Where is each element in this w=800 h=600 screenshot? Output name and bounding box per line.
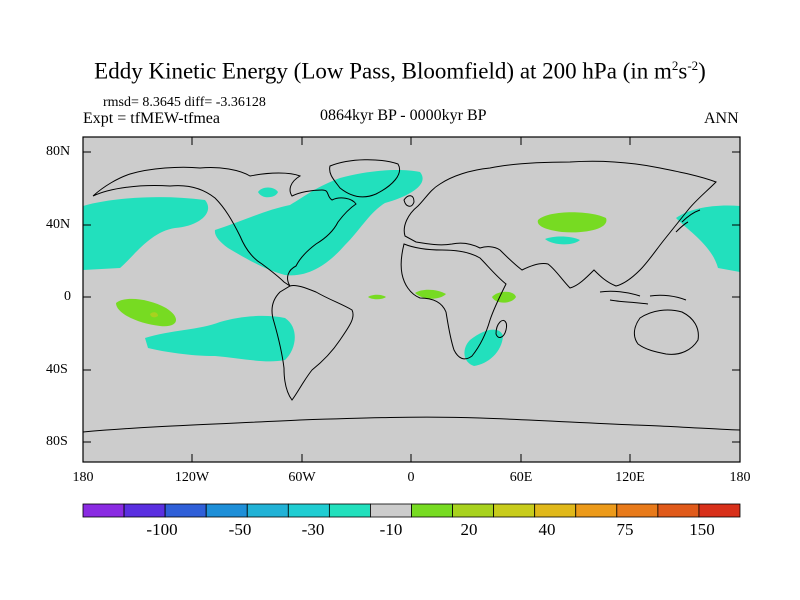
lon-label-60w: 60W [288,470,316,485]
period-label: 0864kyr BP - 0000kyr BP [320,107,487,124]
lon-label-120w: 120W [174,470,210,485]
colorbar-label-20: 20 [460,520,478,539]
season-label: ANN [704,110,739,127]
experiment-label: Expt = tfMEW-tfmea [83,110,220,127]
colorbar-box [411,503,453,518]
lat-label-80n: 80N [46,144,71,159]
lon-label-120e: 120E [615,470,645,485]
coast-north-america [92,166,357,287]
colorbar-box [205,503,248,518]
anomaly-equatorial-pacific [116,298,177,327]
colorbar-label-neg10: -10 [379,520,403,539]
colorbar-box [246,503,289,518]
lon-label-60e: 60E [509,470,533,485]
colorbar-box [123,503,166,518]
anomaly-mongolia [537,212,607,233]
anomaly-north-pacific-east [676,205,740,272]
lon-label-180e: 180 [729,470,751,485]
colorbar-box [657,503,700,518]
anomaly-south-africa [464,329,503,366]
lat-label-40n: 40N [46,217,71,232]
colorbar-label-neg30: -30 [301,520,325,539]
colorbar-label-75: 75 [616,520,634,539]
coast-south-america [271,285,354,401]
chart-title: Eddy Kinetic Energy (Low Pass, Bloomfiel… [0,58,800,85]
anomaly-central-asia [545,236,580,245]
lat-label-40s: 40S [46,362,68,377]
colorbar-box [370,503,412,518]
title-sup-2: -2 [687,58,699,73]
lon-label-180w: 180 [72,470,94,485]
colorbar-box [452,503,495,518]
title-mid: s [678,58,688,84]
coast-greenland [329,159,400,198]
colorbar-box [287,503,330,518]
anomaly-greenland-blob [258,187,278,198]
coast-uk [403,195,415,207]
coastlines [83,159,740,433]
colorbar-box [82,503,125,518]
colorbar-label-150: 150 [689,520,715,539]
lon-label-0: 0 [407,470,415,485]
title-sup-1: 2 [671,58,679,73]
anomaly-equatorial-atlantic [368,294,386,300]
colorbar-boxes [82,503,741,518]
colorbar-box [616,503,659,518]
lon-ticks [82,137,741,462]
coast-antarctica [83,416,740,433]
colorbar-box [534,503,577,518]
lat-label-0: 0 [64,289,71,304]
lat-ticks [83,151,740,443]
anomaly-north-pacific-west [83,197,209,270]
anomaly-fields [83,170,740,366]
anomaly-equatorial-pacific-core [150,312,158,318]
colorbar-box [493,503,536,518]
coast-eurasia [403,160,717,289]
colorbar-box [164,503,207,518]
title-end: ) [698,58,706,84]
coast-japan [675,209,701,233]
colorbar-label-40: 40 [538,520,556,539]
colorbar-box [328,503,371,518]
colorbar-label-neg50: -50 [228,520,252,539]
lat-label-80s: 80S [46,434,68,449]
colorbar-box [698,503,741,518]
colorbar-box [575,503,618,518]
coast-australia [633,309,699,355]
anomaly-south-pacific [145,315,295,362]
title-main: Eddy Kinetic Energy (Low Pass, Bloomfiel… [94,58,672,84]
stats-text: rmsd= 8.3645 diff= -3.36128 [103,95,266,110]
coast-africa [400,243,507,360]
anomaly-gulf-guinea [415,289,446,299]
coast-indonesia [599,290,687,305]
coast-madagascar [495,319,507,338]
colorbar-label-neg100: -100 [146,520,178,539]
